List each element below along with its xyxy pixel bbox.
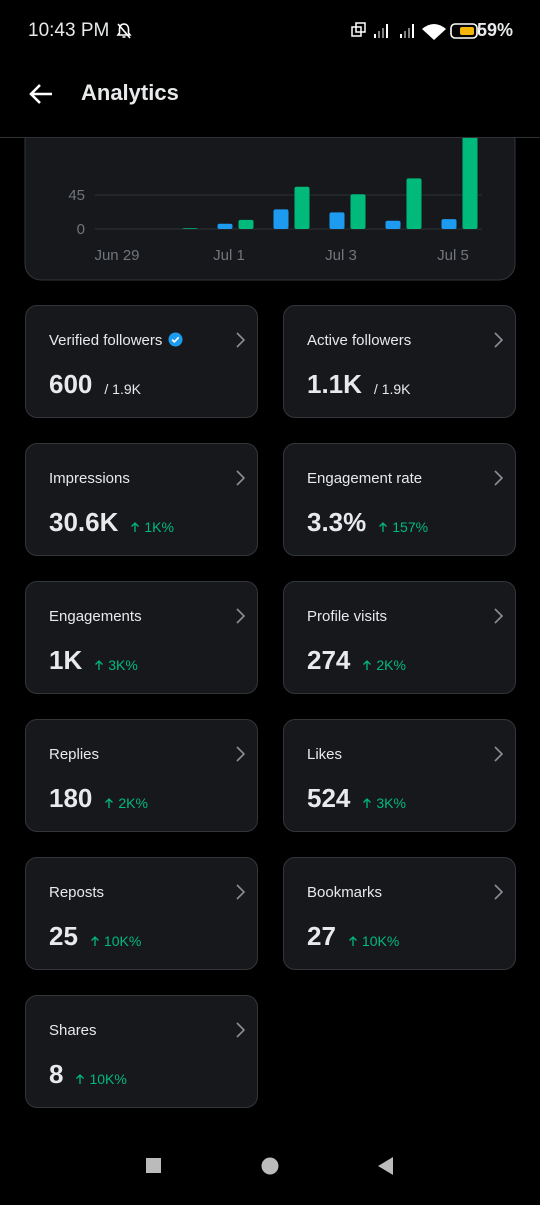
change-value: 157% — [392, 519, 429, 535]
chevron — [235, 332, 246, 353]
metric-change: 10K% — [348, 933, 399, 949]
back-nav-button[interactable] — [378, 1157, 393, 1175]
chevron — [493, 746, 504, 767]
x-tick-label: Jul 3 — [325, 247, 357, 264]
chevron — [235, 1022, 246, 1043]
chevron — [493, 332, 504, 353]
chevron — [235, 470, 246, 491]
metric-value: 30.6K — [49, 507, 119, 537]
bar — [182, 228, 198, 229]
metric-title: Active followers — [307, 332, 412, 349]
y-tick-label: 45 — [68, 187, 85, 204]
change-value: 3K% — [108, 657, 138, 673]
recents-button[interactable] — [146, 1158, 161, 1173]
metric-value: 180 — [49, 783, 93, 813]
metric-card[interactable]: Replies 180 2K% — [25, 719, 258, 832]
change-value: 3K% — [376, 795, 406, 811]
metric-value: 1.1K — [307, 369, 362, 399]
bar — [441, 219, 457, 229]
metric-card[interactable]: Likes 524 3K% — [283, 719, 516, 832]
x-tick-label: Jun 29 — [94, 247, 139, 264]
metric-change: 157% — [378, 519, 428, 535]
metric-title: Verified followers — [49, 332, 183, 351]
chevron — [493, 608, 504, 629]
clock: 10:43 PM — [28, 20, 110, 41]
metric-title: Impressions — [49, 470, 130, 487]
chevron — [235, 884, 246, 905]
metric-title: Engagement rate — [307, 470, 423, 487]
metric-change: 3K% — [94, 657, 138, 673]
bar — [294, 186, 310, 229]
metric-value: 27 — [307, 921, 336, 951]
metric-value: 524 — [307, 783, 351, 813]
metric-title: Shares — [49, 1022, 97, 1039]
chevron — [235, 608, 246, 629]
y-tick-label: 0 — [77, 221, 85, 238]
metric-card[interactable]: Engagements 1K 3K% — [25, 581, 258, 694]
chevron — [235, 746, 246, 767]
change-value: 2K% — [376, 657, 406, 673]
change-value: 10K% — [361, 933, 400, 949]
home-button[interactable] — [261, 1157, 279, 1175]
bar — [217, 223, 233, 229]
bar — [350, 194, 366, 229]
metric-value: 25 — [49, 921, 78, 951]
metric-value: 3.3% — [307, 507, 367, 537]
metric-card[interactable]: Impressions 30.6K 1K% — [25, 443, 258, 556]
metric-title: Engagements — [49, 608, 142, 625]
chevron — [493, 884, 504, 905]
metric-card[interactable]: Shares 8 10K% — [25, 995, 258, 1108]
metric-title: Replies — [49, 746, 100, 763]
x-tick-label: Jul 1 — [213, 247, 245, 264]
signal-icons — [351, 22, 446, 40]
metric-value: 600 — [49, 369, 93, 399]
chevron — [493, 470, 504, 491]
metric-value: 274 — [307, 645, 351, 675]
bar — [406, 178, 422, 229]
metric-card[interactable]: Active followers 1.1K / 1.9K — [283, 305, 516, 418]
back-button[interactable] — [27, 80, 55, 108]
metric-card[interactable]: Bookmarks 27 10K% — [283, 857, 516, 970]
metric-title: Bookmarks — [307, 884, 383, 901]
bar — [273, 209, 289, 229]
bar — [238, 219, 254, 229]
metric-card[interactable]: Reposts 25 10K% — [25, 857, 258, 970]
metric-value: 1K — [49, 645, 83, 675]
metric-total: / 1.9K — [104, 381, 141, 397]
metric-title: Likes — [307, 746, 343, 763]
metric-title: Reposts — [49, 884, 105, 901]
status-bar: 10:43 PM 59% — [0, 0, 540, 60]
metric-card[interactable]: Verified followers 600 / 1.9K — [25, 305, 258, 418]
mute-icon — [116, 23, 132, 39]
bar — [329, 212, 345, 229]
nav-buttons — [146, 1157, 393, 1175]
metric-change: 3K% — [362, 795, 406, 811]
metric-change: 10K% — [75, 1071, 127, 1087]
metric-value: 8 — [49, 1059, 64, 1089]
metric-title: Profile visits — [307, 608, 388, 625]
metric-total: / 1.9K — [373, 381, 411, 397]
change-value: 10K% — [103, 933, 142, 949]
app-bar: Analytics — [0, 60, 540, 138]
metric-change: 1K% — [130, 519, 174, 535]
metric-card[interactable]: Profile visits 274 2K% — [283, 581, 516, 694]
chart-card — [24, 138, 516, 281]
change-value: 2K% — [118, 795, 148, 811]
metric-change: 2K% — [362, 657, 406, 673]
bar — [385, 220, 401, 229]
chart: 0 45 Jun 29 Jul 1 Jul 3 Jul 5 — [24, 138, 516, 281]
change-value: 10K% — [89, 1071, 127, 1087]
nav-bar — [0, 1150, 540, 1200]
battery-level: 59% — [476, 20, 513, 40]
verified-badge — [168, 332, 183, 351]
x-tick-label: Jul 5 — [437, 247, 469, 264]
metric-change: 2K% — [104, 795, 148, 811]
metric-card[interactable]: Engagement rate 3.3% 157% — [283, 443, 516, 556]
change-value: 1K% — [144, 519, 174, 535]
bar — [462, 138, 478, 229]
page-title: Analytics — [81, 80, 179, 105]
battery-icon — [450, 23, 480, 39]
metric-change: 10K% — [90, 933, 141, 949]
